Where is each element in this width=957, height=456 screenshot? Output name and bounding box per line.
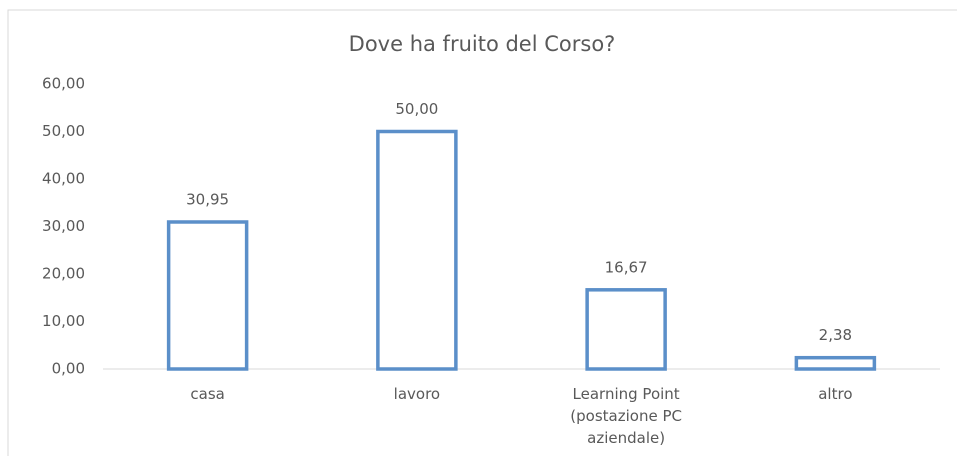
data-label: 16,67 <box>605 258 648 276</box>
y-tick-label: 30,00 <box>42 217 85 235</box>
y-tick-label: 50,00 <box>42 122 85 140</box>
y-tick-label: 40,00 <box>42 170 85 188</box>
bar <box>166 220 249 371</box>
chart-title: Dove ha fruito del Corso? <box>349 32 616 56</box>
data-label: 50,00 <box>395 100 438 118</box>
chart-frame <box>7 9 957 456</box>
x-tick-label: lavoro <box>393 385 441 403</box>
y-tick-label: 10,00 <box>42 312 85 330</box>
bar <box>794 355 877 371</box>
data-label: 30,95 <box>186 190 229 208</box>
y-tick-label: 20,00 <box>42 265 85 283</box>
y-tick-label: 0,00 <box>52 360 85 378</box>
x-tick-label: Learning Point (postazione PC aziendale) <box>570 385 682 447</box>
data-label: 2,38 <box>819 326 852 344</box>
x-tick-label: altro <box>818 385 853 403</box>
y-tick-label: 60,00 <box>42 75 85 93</box>
x-tick-label: casa <box>190 385 225 403</box>
bar <box>585 288 667 371</box>
bar <box>376 129 458 371</box>
